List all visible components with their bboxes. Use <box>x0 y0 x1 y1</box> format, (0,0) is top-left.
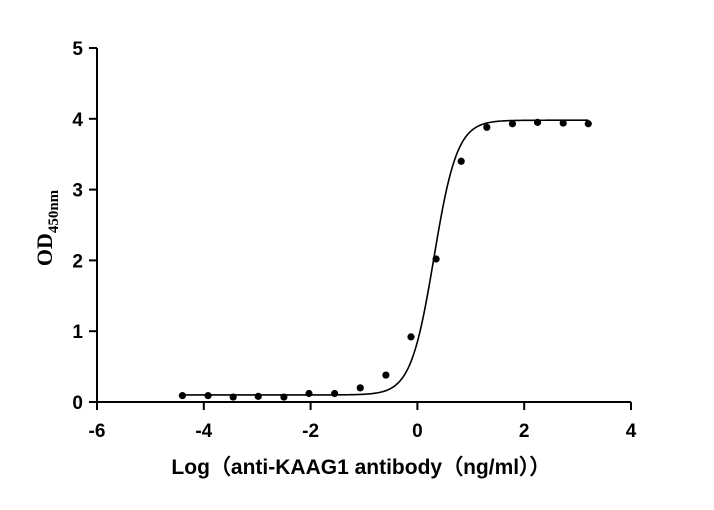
data-point <box>204 392 212 400</box>
data-point <box>533 118 542 126</box>
data-point <box>305 389 313 398</box>
x-tick-label: -2 <box>302 421 319 442</box>
data-points <box>178 118 592 401</box>
data-point <box>407 333 415 341</box>
data-point <box>432 255 440 263</box>
axes <box>89 47 632 410</box>
y-tick-label: 1 <box>72 322 83 343</box>
data-point <box>254 392 262 400</box>
y-tick-label: 5 <box>72 39 83 60</box>
x-tick-label: 0 <box>412 421 423 442</box>
y-tick-label: 3 <box>72 181 83 202</box>
y-axis-label-main: OD <box>32 233 57 266</box>
x-tick-label: 4 <box>626 421 637 442</box>
y-tick-label: 2 <box>72 251 83 272</box>
data-point <box>331 389 339 398</box>
y-tick-label: 0 <box>72 393 83 414</box>
fit-curve <box>182 119 589 396</box>
y-axis-label-subscript: 450nm <box>46 189 62 233</box>
data-point <box>229 393 237 401</box>
tick-labels: 0 1 2 3 4 5 -6 -4 -2 0 2 4 <box>72 39 636 442</box>
data-point <box>356 384 364 392</box>
data-point <box>508 120 517 128</box>
data-point <box>457 157 465 165</box>
x-tick-label: 2 <box>519 421 530 442</box>
x-tick-label: -4 <box>195 421 212 442</box>
data-point <box>584 120 592 128</box>
data-point <box>280 393 288 401</box>
y-tick-label: 4 <box>72 110 83 131</box>
x-axis-label: Log（anti-KAAG1 antibody（ng/ml）） <box>171 455 550 479</box>
data-point <box>178 392 187 400</box>
data-point <box>483 123 491 131</box>
y-axis-label: OD450nm <box>32 189 62 266</box>
data-point <box>382 371 390 379</box>
data-point <box>559 119 567 127</box>
x-tick-label: -6 <box>89 421 106 442</box>
